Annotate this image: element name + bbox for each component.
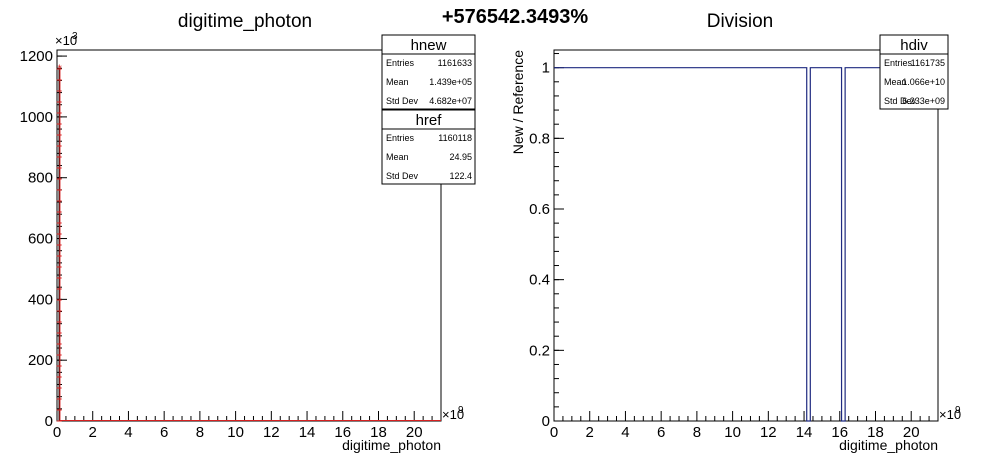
peak-marker: *	[58, 63, 63, 75]
x-tick-label: 2	[89, 424, 97, 441]
y-tick-label: 1	[542, 60, 550, 77]
stats-box-title: hnew	[411, 37, 447, 54]
x-tick-label: 20	[903, 424, 920, 441]
stats-box-title: href	[416, 112, 443, 129]
stats-label: Entries	[386, 133, 415, 143]
x-tick-label: 12	[263, 424, 280, 441]
x-tick-label: 4	[621, 424, 629, 441]
x-tick-label: 18	[867, 424, 884, 441]
x-axis-title: digitime_photon	[342, 437, 441, 453]
stats-value: 1161633	[438, 58, 472, 68]
stats-box-hnew: hnew Entries 1161633 Mean 1.439e+05 Std Dev 4.…	[381, 34, 476, 110]
stats-box-frame	[381, 34, 476, 110]
plot-frame	[553, 49, 939, 422]
x-tick-label: 14	[796, 424, 813, 441]
x-tick-label: 10	[724, 424, 741, 441]
y-tick-label: 0	[542, 413, 550, 430]
percent-change-headline: +576542.3493%	[442, 6, 588, 28]
x-tick-label: 2	[586, 424, 594, 441]
x-tick-label: 0	[53, 424, 61, 441]
y-tick-label: 1000	[20, 109, 53, 126]
stats-label: Std Dev	[884, 96, 917, 106]
x-tick-label: 4	[124, 424, 132, 441]
stats-label: Mean	[386, 152, 409, 162]
stats-value: 4.682e+07	[429, 96, 472, 106]
stats-box-title: hdiv	[900, 37, 928, 54]
stats-label: Mean	[884, 77, 907, 87]
x-axis-exponent-power: 9	[458, 405, 464, 416]
y-axis-title: New / Reference	[510, 50, 526, 154]
stats-value: 1160118	[438, 133, 472, 143]
y-tick-label: 0.6	[529, 201, 550, 218]
x-tick-label: 14	[299, 424, 316, 441]
x-tick-label: 12	[760, 424, 777, 441]
x-tick-label: 16	[831, 424, 848, 441]
x-tick-label: 8	[693, 424, 701, 441]
hdiv-series-line	[554, 67, 938, 422]
y-tick-label: 0	[45, 413, 53, 430]
stats-label: Std Dev	[386, 96, 419, 106]
x-axis-title: digitime_photon	[839, 437, 938, 453]
y-axis-exponent-power: 3	[72, 31, 78, 42]
x-tick-label: 6	[160, 424, 168, 441]
stats-value: 1161735	[911, 58, 945, 68]
y-tick-label: 600	[28, 231, 53, 248]
stats-label: Std Dev	[386, 171, 419, 181]
stats-value: 1.439e+05	[429, 77, 472, 87]
stats-box-frame	[879, 34, 949, 110]
x-tick-label: 6	[657, 424, 665, 441]
y-tick-label: 400	[28, 291, 53, 308]
stats-label: Entries	[386, 58, 415, 68]
x-tick-label: 10	[227, 424, 244, 441]
x-tick-label: 0	[550, 424, 558, 441]
y-axis-exponent: ×10	[55, 33, 77, 48]
right-pad: Division 0 2 4 6 8 10 12 14 16 18 20 0 0.2 0.4 0.6 0.8 1 ×…	[510, 11, 961, 453]
y-tick-label: 0.2	[529, 342, 550, 359]
x-tick-label: 16	[334, 424, 351, 441]
y-tick-label: 0.4	[529, 272, 550, 289]
x-axis-exponent: ×10	[442, 407, 464, 422]
y-tick-label: 1200	[20, 48, 53, 65]
x-axis-exponent-power: 9	[955, 405, 961, 416]
x-tick-label: 20	[406, 424, 423, 441]
y-tick-label: 200	[28, 352, 53, 369]
stats-label: Entries	[884, 58, 913, 68]
stats-value: 6.233e+09	[902, 96, 945, 106]
x-tick-label: 8	[196, 424, 204, 441]
stats-label: Mean	[386, 77, 409, 87]
y-tick-label: 800	[28, 170, 53, 187]
x-tick-label: 18	[370, 424, 387, 441]
chart-title: Division	[707, 11, 774, 32]
stats-value: 24.95	[449, 152, 472, 162]
stats-value: 122.4	[449, 171, 472, 181]
stats-value: 1.066e+10	[902, 77, 945, 87]
x-axis-exponent: ×10	[939, 407, 961, 422]
stats-box-frame	[381, 109, 476, 185]
y-tick-label: 0.8	[529, 130, 550, 147]
chart-title: digitime_photon	[178, 11, 312, 32]
